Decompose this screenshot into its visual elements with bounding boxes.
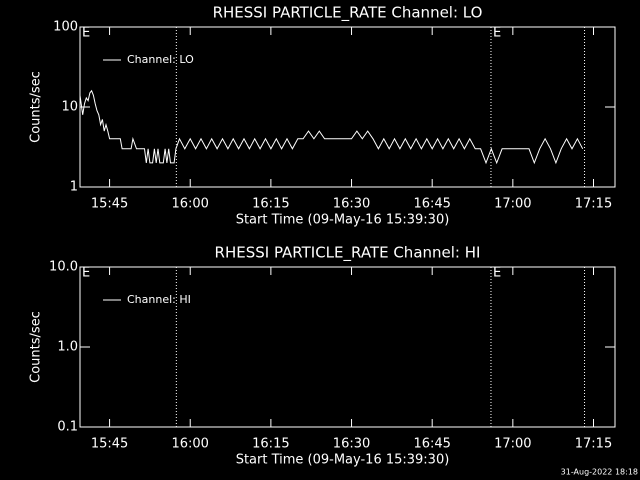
x-axis-label: Start Time (09-May-16 15:39:30): [236, 453, 450, 468]
x-tick-label: 17:15: [575, 197, 612, 212]
data-line: [79, 89, 584, 165]
legend-label: Channel: LO: [127, 53, 194, 66]
x-tick-label: 15:45: [91, 197, 128, 212]
y-axis-label: Counts/sec: [29, 71, 44, 143]
y-tick-label: 1: [70, 180, 78, 195]
x-tick-label: 16:45: [413, 197, 450, 212]
x-axis-label: Start Time (09-May-16 15:39:30): [236, 213, 450, 228]
plot-frame: [79, 266, 616, 428]
x-tick-label: 16:00: [171, 197, 208, 212]
y-tick-label: 10: [61, 100, 78, 115]
x-tick-label: 16:15: [252, 437, 289, 452]
y-axis-label: Counts/sec: [29, 311, 44, 383]
x-tick-label: 15:45: [91, 437, 128, 452]
y-tick-label: 1.0: [57, 340, 78, 355]
x-tick-label: 16:15: [252, 197, 289, 212]
y-tick-label: 100: [53, 20, 78, 35]
event-label: E: [82, 26, 90, 41]
chart-title: RHESSI PARTICLE_RATE Channel: HI: [215, 244, 481, 263]
x-tick-label: 17:00: [494, 437, 531, 452]
chart-title: RHESSI PARTICLE_RATE Channel: LO: [213, 4, 483, 23]
x-tick-label: 17:15: [575, 437, 612, 452]
event-label: E: [82, 266, 90, 281]
x-tick-label: 17:00: [494, 197, 531, 212]
x-tick-label: 16:45: [413, 437, 450, 452]
x-tick-label: 16:30: [333, 437, 370, 452]
event-label: E: [493, 26, 501, 41]
x-tick-label: 16:30: [333, 197, 370, 212]
y-tick-label: 10.0: [49, 260, 78, 275]
legend-label: Channel: HI: [127, 293, 191, 306]
y-tick-label: 0.1: [57, 420, 78, 435]
x-tick-label: 16:00: [171, 437, 208, 452]
event-label: E: [493, 266, 501, 281]
timestamp: 31-Aug-2022 18:18: [561, 468, 638, 477]
